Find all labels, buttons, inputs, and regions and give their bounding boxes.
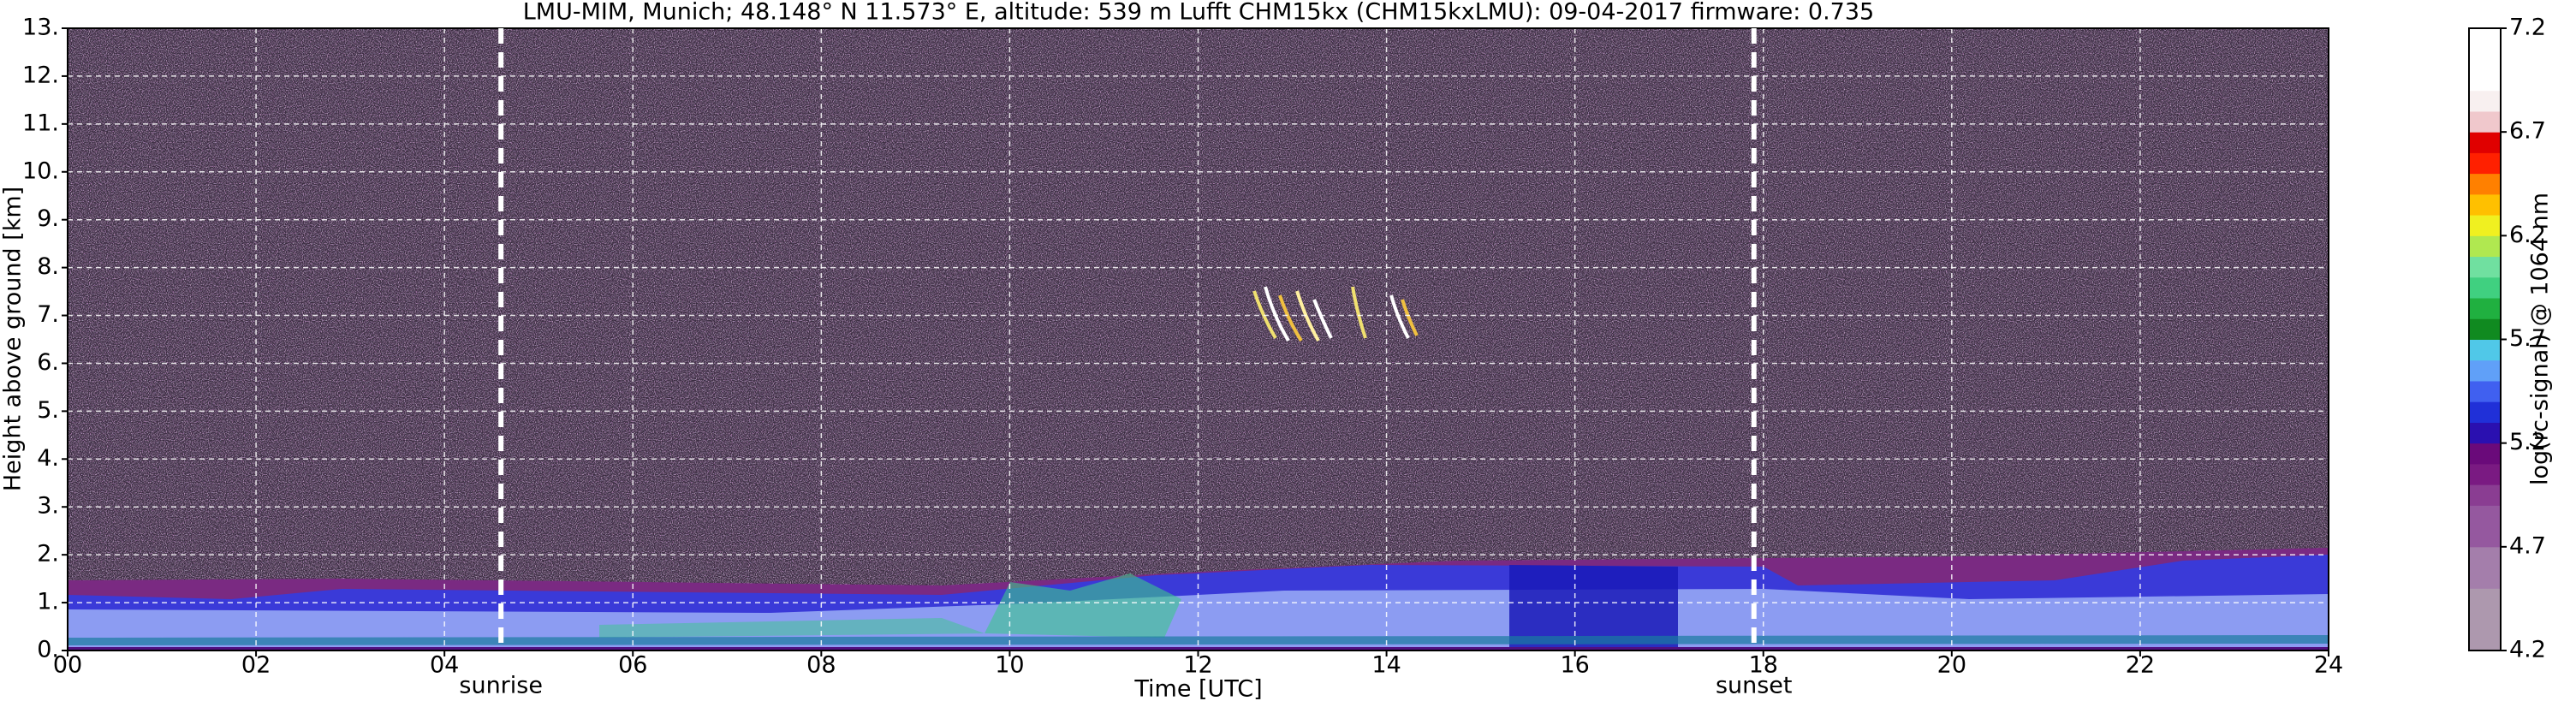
colorbar-tick-label: 6.7: [2509, 118, 2546, 145]
cirrus: [1252, 286, 1419, 342]
colorbar-segment: [2469, 505, 2501, 527]
x-tick-label: 20: [1937, 652, 1966, 679]
colorbar-segment: [2469, 90, 2501, 112]
x-tick-label: 08: [806, 652, 836, 679]
x-tick-label: 10: [995, 652, 1024, 679]
colorbar-segment: [2469, 629, 2501, 651]
x-axis-label: Time [UTC]: [1133, 676, 1262, 703]
colorbar-segment: [2469, 339, 2501, 361]
y-tick-label: 6.: [37, 349, 59, 376]
colorbar-segment: [2469, 359, 2501, 382]
layer: [599, 618, 985, 638]
y-tick-label: 12.: [22, 62, 59, 88]
colorbar-tick-label: 5.7: [2509, 325, 2546, 352]
x-tick-label: 16: [1560, 652, 1589, 679]
y-tick-label: 0.: [37, 637, 59, 663]
colorbar-segment: [2469, 318, 2501, 340]
colorbar-label: log(rc-signal) @ 1064 nm: [2527, 193, 2554, 485]
colorbar-tick-label: 4.2: [2509, 637, 2546, 663]
x-tick-label: 24: [2314, 652, 2343, 679]
colorbar-segment: [2469, 28, 2501, 50]
colorbar-segment: [2469, 443, 2501, 465]
colorbar-segment: [2469, 526, 2501, 548]
x-tick-label: 14: [1371, 652, 1401, 679]
y-tick-label: 11.: [22, 110, 59, 136]
colorbar-tick-label: 5.2: [2509, 429, 2546, 455]
colorbar-segment: [2469, 546, 2501, 568]
y-tick-label: 4.: [37, 445, 59, 472]
colorbar-segment: [2469, 276, 2501, 299]
colorbar-tick-label: 6.2: [2509, 222, 2546, 248]
chart-title: LMU-MIM, Munich; 48.148° N 11.573° E, al…: [523, 0, 1874, 26]
colorbar-segment: [2469, 193, 2501, 216]
colorbar-segment: [2469, 173, 2501, 195]
colorbar-segment: [2469, 256, 2501, 278]
colorbar-segment: [2469, 484, 2501, 506]
colorbar-segment: [2469, 609, 2501, 631]
y-tick-label: 1.: [37, 589, 59, 615]
colorbar-tick-label: 4.7: [2509, 532, 2546, 559]
layer: [1509, 565, 1678, 651]
y-tick-label: 10.: [22, 157, 59, 184]
x-tick-label: 12: [1183, 652, 1212, 679]
y-tick-label: 13.: [22, 15, 59, 41]
x-tick-label: 04: [430, 652, 459, 679]
colorbar-segment: [2469, 215, 2501, 236]
colorbar-segment: [2469, 422, 2501, 444]
colorbar-segment: [2469, 69, 2501, 92]
y-tick-label: 9.: [37, 205, 59, 232]
colorbar-segment: [2469, 152, 2501, 175]
y-tick-label: 8.: [37, 253, 59, 280]
colorbar-segment: [2469, 110, 2501, 133]
colorbar-segment: [2469, 401, 2501, 423]
colorbar-segment: [2469, 132, 2501, 153]
colorbar-tick-label: 7.2: [2509, 15, 2546, 41]
colorbar-segment: [2469, 49, 2501, 70]
colorbar-segment: [2469, 567, 2501, 589]
colorbar-segment: [2469, 588, 2501, 610]
x-tick-label: 22: [2126, 652, 2155, 679]
colorbar-segment: [2469, 463, 2501, 485]
y-tick-label: 2.: [37, 541, 59, 567]
colorbar-segment: [2469, 235, 2501, 258]
colorbar-segment: [2469, 298, 2501, 319]
x-tick-label: 00: [53, 652, 82, 679]
y-tick-label: 5.: [37, 397, 59, 424]
y-tick-label: 3.: [37, 493, 59, 520]
y-axis-label: Height above ground [km]: [0, 187, 27, 491]
x-tick-label: 06: [618, 652, 647, 679]
layer: [985, 573, 1181, 638]
x-tick-label: 02: [241, 652, 271, 679]
y-tick-label: 7.: [37, 301, 59, 328]
annotation-label: sunrise: [459, 673, 543, 699]
x-tick-label: 18: [1749, 652, 1778, 679]
colorbar-segment: [2469, 380, 2501, 402]
annotation-label: sunset: [1716, 673, 1793, 699]
